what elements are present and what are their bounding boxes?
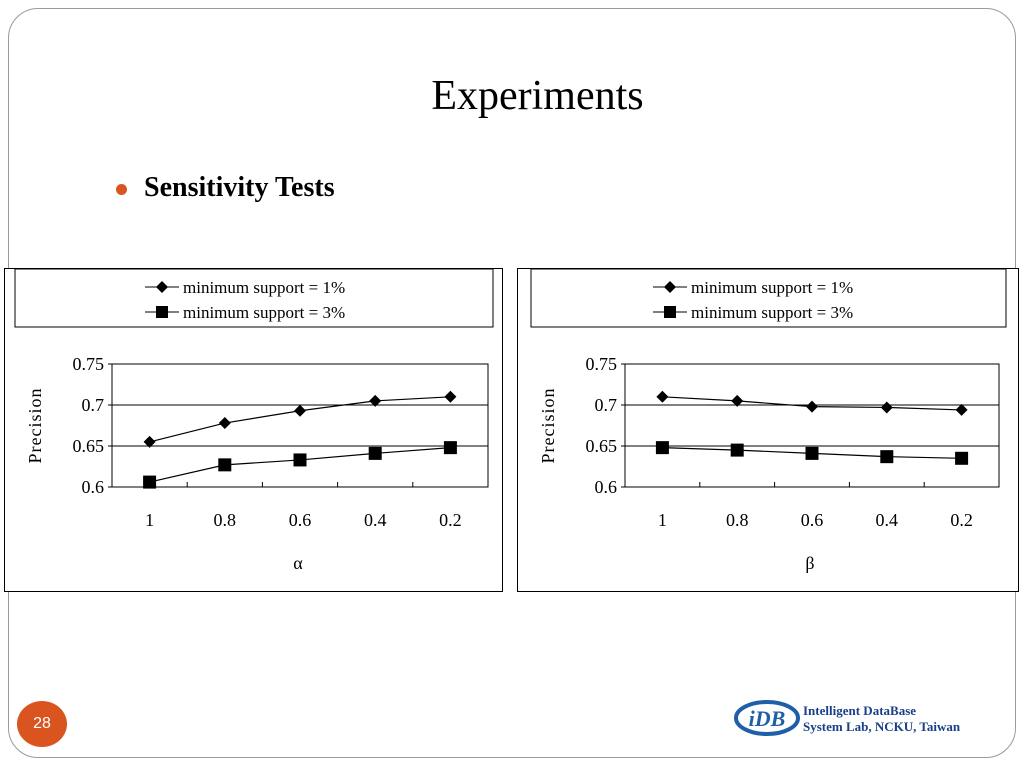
alpha-precision-chart: minimum support = 1% minimum support = 3%… bbox=[4, 268, 503, 592]
data-point-diamond bbox=[218, 417, 231, 430]
data-point-diamond bbox=[731, 394, 744, 407]
plot-area bbox=[111, 363, 489, 488]
legend-label: minimum support = 3% bbox=[183, 303, 345, 322]
x-tick-label: 0.2 bbox=[950, 510, 973, 530]
slide-title: Experiments bbox=[431, 73, 644, 119]
page-number-badge: 28 bbox=[17, 701, 67, 747]
x-tick-label: 0.4 bbox=[876, 510, 899, 530]
legend-box bbox=[530, 269, 1007, 328]
logo-text: iDB bbox=[749, 706, 786, 731]
x-tick-label: 0.6 bbox=[801, 510, 824, 530]
data-point-square bbox=[655, 441, 669, 455]
x-axis-label: α bbox=[293, 553, 303, 573]
legend-label: minimum support = 3% bbox=[691, 303, 853, 322]
y-tick-label: 0.6 bbox=[595, 477, 618, 497]
legend-square-marker bbox=[664, 306, 676, 318]
y-tick-label: 0.65 bbox=[586, 436, 618, 456]
legend-label: minimum support = 1% bbox=[691, 278, 853, 297]
legend-square-marker bbox=[156, 306, 168, 318]
series-line bbox=[149, 396, 451, 443]
data-point-square bbox=[218, 458, 232, 472]
beta-chart-svg: minimum support = 1% minimum support = 3%… bbox=[530, 269, 1007, 573]
y-tick-label: 0.7 bbox=[82, 395, 105, 415]
legend-diamond-marker bbox=[156, 281, 168, 293]
data-point-square bbox=[443, 441, 457, 455]
data-point-diamond bbox=[880, 401, 893, 414]
y-tick-label: 0.75 bbox=[586, 354, 618, 374]
data-point-square bbox=[368, 446, 382, 460]
plot-area bbox=[624, 363, 1000, 488]
x-tick-label: 0.8 bbox=[726, 510, 749, 530]
legend-label: minimum support = 1% bbox=[183, 278, 345, 297]
data-point-diamond bbox=[294, 404, 306, 417]
data-point-square bbox=[880, 450, 894, 464]
x-axis-label: β bbox=[805, 553, 814, 573]
lab-name-line1: Intelligent DataBase bbox=[803, 703, 917, 718]
data-point-square bbox=[143, 475, 157, 489]
x-tick-label: 1 bbox=[658, 510, 667, 530]
data-point-diamond bbox=[806, 400, 818, 413]
x-tick-label: 0.8 bbox=[214, 510, 237, 530]
bullet-text: Sensitivity Tests bbox=[144, 172, 335, 203]
data-point-diamond bbox=[444, 390, 457, 403]
data-point-square bbox=[293, 453, 307, 467]
lab-name: Intelligent DataBase System Lab, NCKU, T… bbox=[803, 703, 960, 735]
x-tick-label: 0.2 bbox=[439, 510, 462, 530]
legend-box bbox=[14, 269, 494, 328]
data-point-square bbox=[805, 446, 819, 460]
idb-logo-icon: iDB bbox=[734, 700, 800, 736]
data-point-square bbox=[730, 443, 744, 457]
bullet-dot bbox=[116, 184, 127, 195]
x-tick-label: 0.6 bbox=[289, 510, 312, 530]
data-point-diamond bbox=[143, 435, 156, 448]
y-tick-label: 0.6 bbox=[82, 477, 105, 497]
y-tick-label: 0.75 bbox=[73, 354, 105, 374]
y-axis-label: Precision bbox=[538, 388, 558, 464]
x-tick-label: 1 bbox=[145, 510, 154, 530]
data-point-diamond bbox=[369, 394, 382, 407]
data-point-diamond bbox=[656, 390, 669, 403]
beta-precision-chart: minimum support = 1% minimum support = 3%… bbox=[517, 268, 1019, 592]
logo-ellipse bbox=[734, 700, 800, 736]
alpha-chart-svg: minimum support = 1% minimum support = 3%… bbox=[14, 269, 494, 573]
legend-diamond-marker bbox=[664, 281, 676, 293]
y-axis-label: Precision bbox=[25, 388, 45, 464]
y-tick-label: 0.7 bbox=[595, 395, 618, 415]
data-point-diamond bbox=[955, 403, 968, 416]
x-tick-label: 0.4 bbox=[364, 510, 387, 530]
y-tick-label: 0.65 bbox=[73, 436, 105, 456]
data-point-square bbox=[955, 451, 969, 465]
lab-name-line2: System Lab, NCKU, Taiwan bbox=[803, 719, 961, 734]
